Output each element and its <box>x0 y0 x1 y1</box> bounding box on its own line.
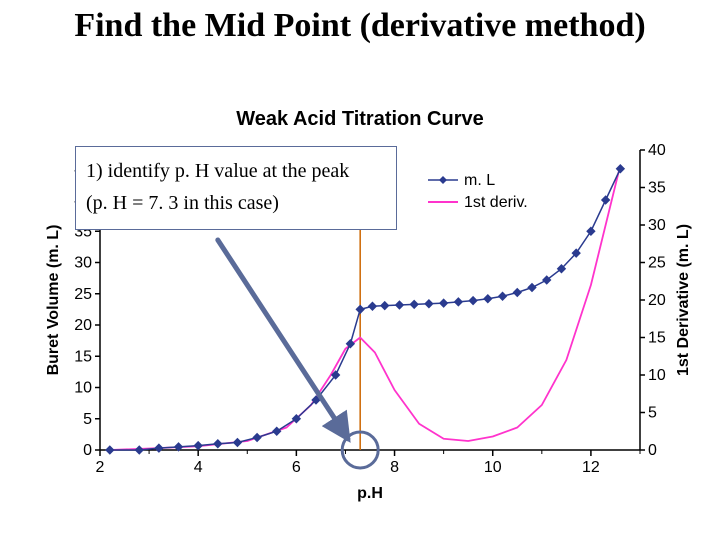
svg-text:10: 10 <box>74 380 92 397</box>
svg-text:1st Derivative (m. L): 1st Derivative (m. L) <box>675 224 692 376</box>
annotation-line-2: (p. H = 7. 3 in this case) <box>86 187 386 219</box>
svg-text:8: 8 <box>390 459 399 476</box>
annotation-line-1: 1) identify p. H value at the peak <box>86 155 386 187</box>
svg-text:1st deriv.: 1st deriv. <box>464 194 528 211</box>
svg-text:20: 20 <box>648 292 666 309</box>
svg-text:10: 10 <box>648 367 666 384</box>
svg-text:30: 30 <box>648 217 666 234</box>
svg-text:15: 15 <box>648 330 666 347</box>
svg-text:0: 0 <box>83 442 92 459</box>
svg-text:15: 15 <box>74 348 92 365</box>
annotation-box: 1) identify p. H value at the peak (p. H… <box>75 146 397 230</box>
svg-text:25: 25 <box>648 255 666 272</box>
svg-text:Buret Volume (m. L): Buret Volume (m. L) <box>45 225 62 376</box>
svg-text:6: 6 <box>292 459 301 476</box>
chart-title: Weak Acid Titration Curve <box>0 108 720 131</box>
svg-text:5: 5 <box>648 405 657 422</box>
svg-text:40: 40 <box>648 142 666 159</box>
svg-text:10: 10 <box>484 459 502 476</box>
svg-text:2: 2 <box>96 459 105 476</box>
svg-text:p.H: p.H <box>357 485 383 502</box>
page-title: Find the Mid Point (derivative method) <box>0 6 720 45</box>
svg-text:20: 20 <box>74 317 92 334</box>
svg-text:25: 25 <box>74 286 92 303</box>
svg-text:4: 4 <box>194 459 203 476</box>
svg-text:0: 0 <box>648 442 657 459</box>
svg-text:30: 30 <box>74 255 92 272</box>
svg-text:5: 5 <box>83 411 92 428</box>
svg-text:35: 35 <box>648 180 666 197</box>
svg-text:m. L: m. L <box>464 172 495 189</box>
svg-text:12: 12 <box>582 459 600 476</box>
